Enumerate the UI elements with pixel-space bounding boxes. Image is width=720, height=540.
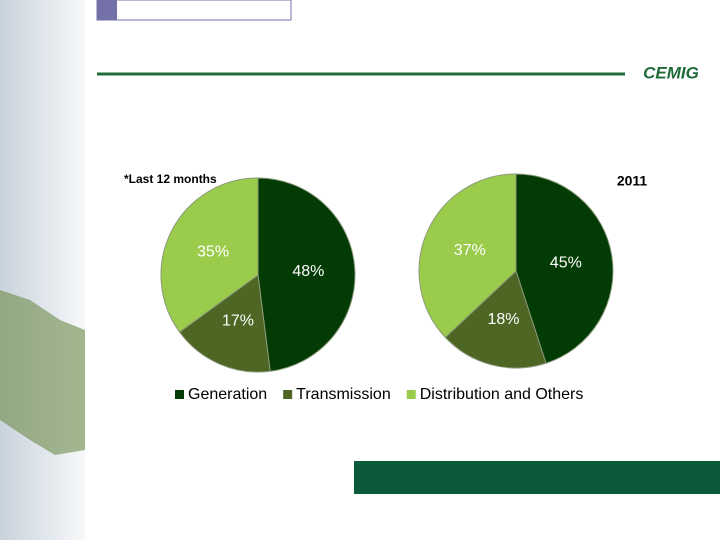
data-label: 48% xyxy=(292,263,324,280)
data-label: 37% xyxy=(454,242,486,259)
data-label: 45% xyxy=(550,254,582,271)
annotation: *Last 12 months xyxy=(124,172,217,186)
pie-slice xyxy=(160,177,259,333)
pie-slice xyxy=(418,173,517,339)
map-image xyxy=(0,290,85,455)
pie-slice xyxy=(515,173,614,364)
side-strip xyxy=(0,0,85,540)
top-box xyxy=(96,0,292,21)
data-label: 18% xyxy=(487,311,519,328)
top-box-accent xyxy=(97,0,117,20)
logo: CEMIG xyxy=(643,63,699,82)
legend-label: Transmission xyxy=(296,386,391,403)
pie-slice xyxy=(257,177,356,372)
chart-title: 2011 xyxy=(617,173,648,189)
footer-bar xyxy=(354,461,720,494)
data-label: 35% xyxy=(197,243,229,260)
pie-slice xyxy=(444,270,547,369)
legend-swatch xyxy=(175,390,184,399)
legend: Generation Transmission Distribution and O… xyxy=(175,386,583,403)
legend-label: Distribution and Others xyxy=(420,386,584,403)
pie-slice xyxy=(178,274,271,373)
legend-label: Generation xyxy=(188,386,267,403)
legend-swatch xyxy=(406,390,416,399)
legend-swatch xyxy=(283,390,293,399)
data-label: 17% xyxy=(222,313,254,330)
